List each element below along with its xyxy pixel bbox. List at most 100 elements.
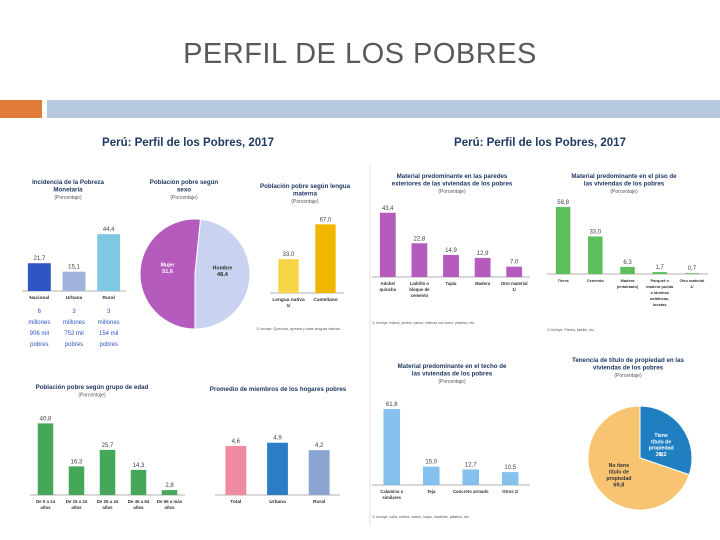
piso-title: las viviendas de los pobres xyxy=(584,181,665,188)
piso-category-label: (entablado) xyxy=(617,284,639,289)
incidencia-note: 154 mil xyxy=(99,331,118,337)
tenencia-slice-name: título de xyxy=(651,439,671,445)
techo-value-label: 61,8 xyxy=(386,402,398,408)
paredes-category-label: Adobe/ xyxy=(381,281,396,286)
techo-category-label: Teja xyxy=(427,489,436,494)
sexo-title: Población pobre según xyxy=(150,179,219,186)
tenencia-slice-name: título de xyxy=(609,470,629,476)
lengua-value-label: 33,0 xyxy=(283,252,295,258)
piso-title: Material predominante en el piso de xyxy=(571,173,677,180)
miembros-bar xyxy=(267,442,288,495)
edad-subtitle: (Porcentaje) xyxy=(78,393,106,399)
incidencia-note: 6 xyxy=(38,309,42,315)
lengua-category-label: 1/ xyxy=(286,303,291,309)
paredes-title: Material predominante en las paredes xyxy=(397,173,508,180)
paredes-category-label: Ladrillo o xyxy=(410,281,430,286)
miembros-category-label: Total xyxy=(230,499,241,505)
incidencia-note: millones xyxy=(28,320,50,326)
miembros-value-label: 4,9 xyxy=(273,436,282,442)
miembros-value-label: 4,6 xyxy=(232,439,241,445)
paredes-bar xyxy=(506,266,523,277)
piso-category-label: madera pulida xyxy=(646,284,674,289)
miembros-category-label: Urbana xyxy=(269,499,286,505)
paredes-bar xyxy=(474,257,491,277)
paredes-category-label: Tapia xyxy=(446,281,458,286)
piso-category-label: 1/ xyxy=(690,284,694,289)
lengua-subtitle: (Porcentaje) xyxy=(291,199,319,205)
paredes-category-label: Madera xyxy=(475,281,491,286)
techo-category-label: Otros 1/ xyxy=(502,489,519,494)
piso-value-label: 33,0 xyxy=(589,229,601,235)
edad-value-label: 16,3 xyxy=(71,459,83,465)
techo-bar xyxy=(501,472,519,485)
paredes-category-label: bloque de xyxy=(409,287,430,292)
tenencia-subtitle: (Porcentaje) xyxy=(614,373,642,379)
techo-category-label: Calamina o xyxy=(380,489,403,494)
sexo-slice xyxy=(139,218,202,330)
accent-bar-orange xyxy=(0,100,42,118)
paredes-bar xyxy=(443,254,459,277)
techo-title: Material predominante en el techo de xyxy=(398,363,508,370)
paredes-category-label: Otro material xyxy=(501,281,528,286)
piso-bar xyxy=(620,266,635,274)
incidencia-value-label: 21,7 xyxy=(33,256,45,262)
chart-header-right: Perú: Perfil de los Pobres, 2017 xyxy=(454,137,626,149)
sexo-slice-name: Mujer xyxy=(161,263,175,269)
piso-bar xyxy=(555,207,571,274)
piso-value-label: 58,8 xyxy=(557,200,569,206)
chart-header-left: Perú: Perfil de los Pobres, 2017 xyxy=(102,137,274,149)
miembros-category-label: Rural xyxy=(313,499,325,505)
paredes-category-label: 1/ xyxy=(512,287,516,292)
techo-footnote: 1/ Incluye: caña, estera, cartón, hojas,… xyxy=(372,515,470,519)
piso-category-label: Otro material xyxy=(679,278,704,283)
tenencia-slice-name: propiedad xyxy=(649,446,674,452)
paredes-footnote: 1/ Incluye: estera, piedra, cartón, este… xyxy=(372,321,475,325)
paredes-bar xyxy=(379,212,396,277)
piso-category-label: Madera xyxy=(620,278,635,283)
sexo-slice xyxy=(194,218,251,330)
incidencia-category-label: Nacional xyxy=(29,295,49,301)
miembros-value-label: 4,2 xyxy=(315,443,324,449)
incidencia-bar xyxy=(97,234,121,291)
piso-category-label: Cemento xyxy=(587,278,605,283)
lengua-value-label: 67,0 xyxy=(320,217,332,223)
incidencia-category-label: Rural xyxy=(103,295,115,301)
techo-category-label: similares xyxy=(382,495,401,500)
tenencia-slice-name: propiedad xyxy=(606,476,631,482)
piso-footnote: 1/ Incluye: Piedra, ladrillo, etc. xyxy=(547,328,595,332)
incidencia-note: pobres xyxy=(99,342,117,348)
piso-value-label: 0,7 xyxy=(688,266,697,272)
edad-category-label: años xyxy=(102,505,113,510)
accent-bar-blue xyxy=(47,100,720,118)
incidencia-note: 3 xyxy=(72,309,76,315)
piso-bar xyxy=(588,236,603,274)
edad-bar xyxy=(37,423,54,495)
paredes-category-label: quincha xyxy=(380,287,397,292)
edad-category-label: De 15 a 24 xyxy=(66,499,88,504)
sexo-slice-value: 51,6 xyxy=(162,269,173,275)
piso-bar xyxy=(652,272,667,274)
edad-bar xyxy=(68,466,85,495)
slide-title: PERFIL DE LOS POBRES xyxy=(183,38,537,70)
incidencia-category-label: Urbana xyxy=(66,295,83,301)
techo-category-label: Concreto armado xyxy=(453,489,489,494)
tenencia-title: viviendas de los pobres xyxy=(593,365,664,372)
piso-category-label: Tierra xyxy=(558,278,570,283)
piso-category-label: Parquet o xyxy=(650,278,669,283)
edad-category-label: De 25 a 44 xyxy=(97,499,119,504)
edad-value-label: 25,7 xyxy=(102,443,114,449)
tenencia-slice-name: No tiene xyxy=(609,463,630,469)
paredes-subtitle: (Porcentaje) xyxy=(438,189,466,195)
lengua-category-label: Lengua nativa xyxy=(272,297,305,303)
tenencia-slice-value: 69,8 xyxy=(613,482,624,488)
techo-bar xyxy=(422,466,440,485)
incidencia-note: 906 mil xyxy=(30,331,49,337)
edad-value-label: 14,3 xyxy=(133,463,145,469)
edad-value-label: 40,8 xyxy=(40,416,52,422)
incidencia-note: 752 mil xyxy=(64,331,83,337)
sexo-slice-name: Hombre xyxy=(213,265,233,271)
incidencia-title: Incidencia de la Pobreza xyxy=(32,179,104,186)
incidencia-note: pobres xyxy=(30,342,48,348)
techo-value-label: 15,0 xyxy=(425,460,437,466)
